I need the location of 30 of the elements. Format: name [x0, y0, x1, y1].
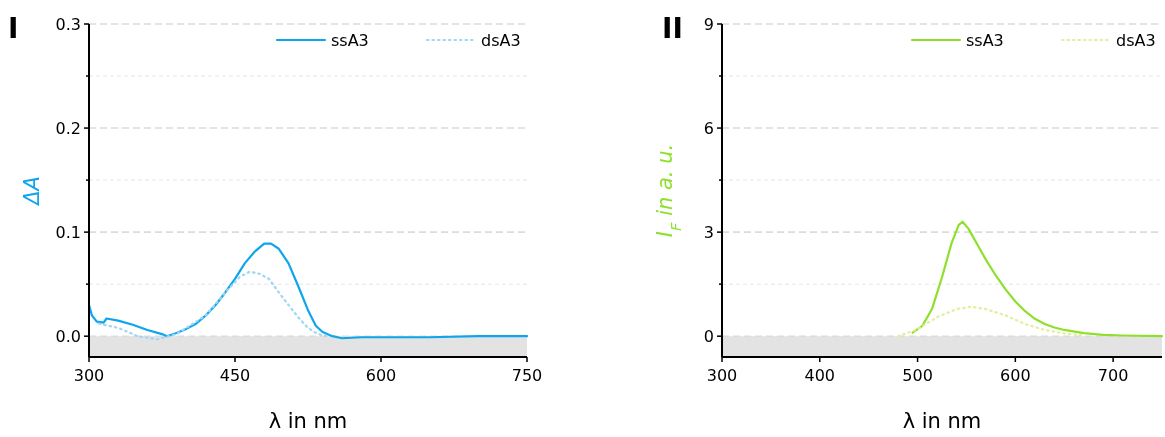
legend-label: ssA3 — [331, 30, 369, 50]
chart-title: II — [662, 12, 683, 45]
line-series — [97, 270, 329, 341]
line-series — [896, 305, 1085, 338]
line-series — [87, 242, 529, 340]
x-tick-label: 600 — [365, 366, 397, 385]
y-axis-title: ΔA — [20, 176, 44, 207]
y-tick-label: 0.0 — [55, 326, 81, 346]
x-tick-label: 300 — [73, 366, 105, 385]
legend-label: dsA3 — [1116, 30, 1156, 50]
x-axis-title: λ in nm — [268, 409, 348, 433]
y-tick-label: 9 — [703, 14, 714, 34]
line-series — [911, 220, 1164, 338]
x-tick-label: 300 — [706, 366, 738, 385]
x-tick-label: 700 — [1097, 366, 1129, 385]
chart-title: I — [8, 12, 19, 45]
x-axis-title: λ in nm — [902, 409, 982, 433]
x-tick-label: 450 — [219, 366, 251, 385]
y-tick-label: 0.1 — [55, 222, 81, 242]
x-tick-label: 750 — [511, 366, 543, 385]
legend-label: dsA3 — [481, 30, 521, 50]
x-tick-label: 600 — [1000, 366, 1031, 385]
y-tick-label: 6 — [703, 118, 714, 138]
x-tick-label: 500 — [902, 366, 933, 385]
y-tick-label: 0.3 — [55, 14, 81, 34]
legend-label: ssA3 — [966, 30, 1004, 50]
y-tick-label: 3 — [703, 222, 714, 242]
x-tick-label: 400 — [804, 366, 836, 385]
y-tick-label: 0.2 — [55, 118, 81, 138]
y-tick-label: 0 — [703, 326, 714, 346]
